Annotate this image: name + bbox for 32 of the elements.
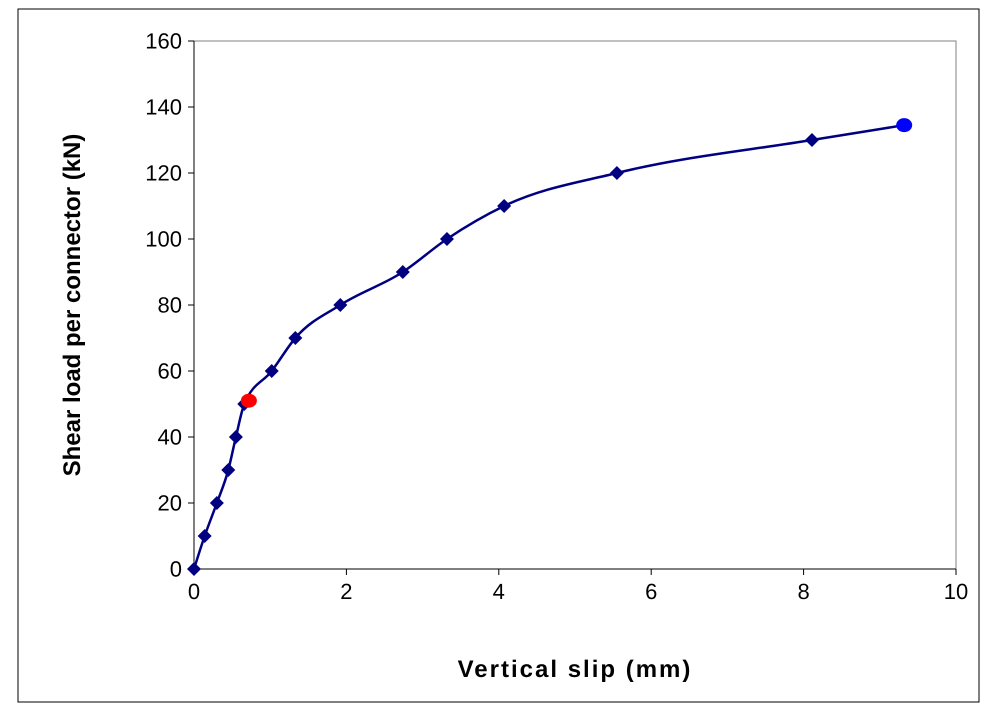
point <box>187 562 201 576</box>
y-axis-title: Shear load per connector (kN) <box>59 134 86 476</box>
point <box>440 232 454 246</box>
point <box>396 265 410 279</box>
point <box>240 394 257 408</box>
y-tick-label: 20 <box>158 490 182 516</box>
x-tick-label: 4 <box>492 579 505 604</box>
point <box>221 463 236 477</box>
y-tick-label: 160 <box>145 28 182 54</box>
x-axis-title: Vertical slip (mm) <box>458 656 692 683</box>
point <box>497 199 512 213</box>
point <box>288 331 302 345</box>
point <box>896 118 912 132</box>
x-tick-label: 2 <box>340 579 353 604</box>
point <box>804 133 819 147</box>
y-tick-label: 60 <box>158 358 182 384</box>
point <box>610 166 624 180</box>
x-tick-label: 8 <box>797 579 810 604</box>
y-tick-label: 40 <box>158 424 182 450</box>
x-tick-label: 0 <box>188 579 200 604</box>
point <box>198 529 212 543</box>
point <box>228 430 243 444</box>
point <box>333 298 348 312</box>
y-tick-label: 100 <box>145 226 182 252</box>
y-tick-label: 80 <box>158 292 182 318</box>
x-tick-label: 10 <box>944 579 968 604</box>
y-tick-label: 140 <box>145 94 182 120</box>
y-tick-label: 120 <box>145 160 182 186</box>
point <box>264 364 279 378</box>
x-tick-label: 6 <box>645 579 658 604</box>
y-tick-label: 0 <box>170 556 182 582</box>
point <box>210 496 224 510</box>
